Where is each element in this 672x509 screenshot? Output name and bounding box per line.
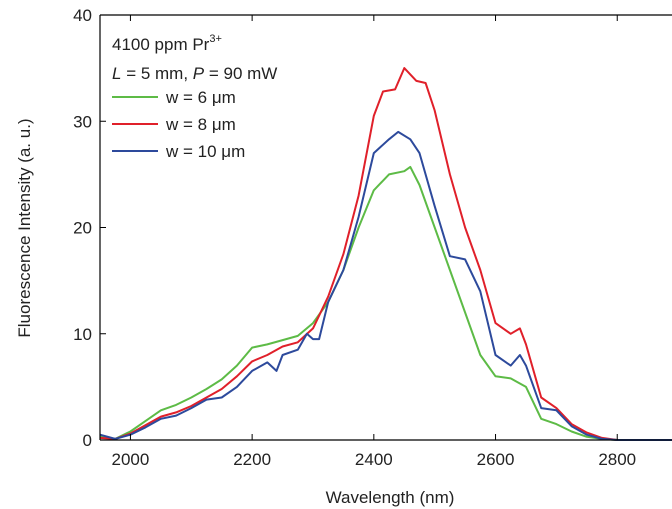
legend-label: w = 10 μm xyxy=(165,142,245,161)
y-tick-label: 0 xyxy=(83,431,92,450)
y-tick-label: 40 xyxy=(73,6,92,25)
x-tick-label: 2000 xyxy=(112,450,150,469)
annotation-part: P xyxy=(193,64,205,83)
data-line xyxy=(99,165,672,441)
legend-label: w = 6 μm xyxy=(165,88,236,107)
x-tick-label: 2200 xyxy=(233,450,271,469)
x-axis-label: Wavelength (nm) xyxy=(326,488,455,507)
x-tick-label: 2400 xyxy=(355,450,393,469)
annotation: L = 5 mm, P = 90 mW xyxy=(112,64,277,83)
annotation: 4100 ppm Pr3+ xyxy=(112,33,222,54)
annotation-text: 4100 ppm Pr xyxy=(112,35,210,54)
x-tick-label: 2600 xyxy=(477,450,515,469)
data-line xyxy=(99,67,672,441)
annotation-part: = 90 mW xyxy=(204,64,277,83)
legend-label: w = 8 μm xyxy=(165,115,236,134)
y-tick-label: 30 xyxy=(73,112,92,131)
annotation-sup: 3+ xyxy=(209,33,222,45)
annotation-part: L xyxy=(112,64,121,83)
x-tick-label: 2800 xyxy=(598,450,636,469)
y-tick-label: 20 xyxy=(73,219,92,238)
annotation-part: = 5 mm, xyxy=(121,64,192,83)
y-axis-label: Fluorescence Intensity (a. u.) xyxy=(15,118,34,337)
y-tick-label: 10 xyxy=(73,325,92,344)
data-line xyxy=(99,130,672,441)
